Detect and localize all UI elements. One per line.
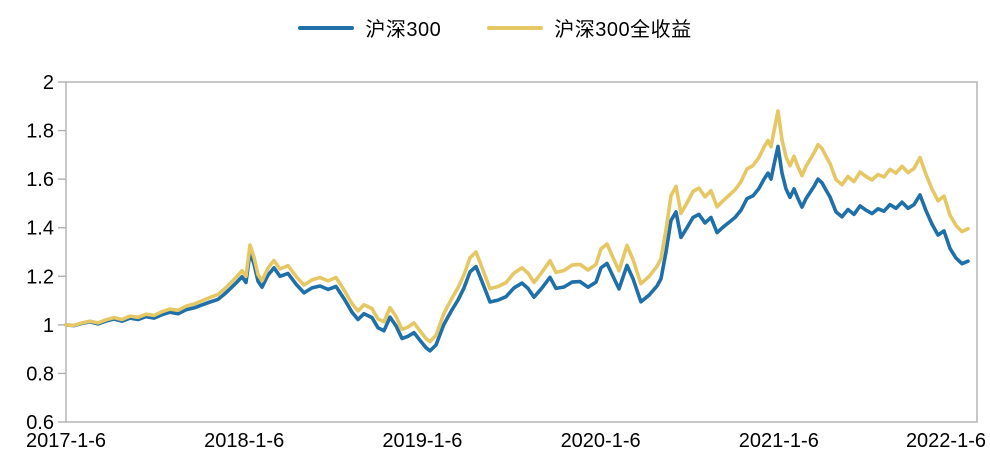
y-axis-tick-label: 1.4 <box>26 218 54 240</box>
y-axis-tick-label: 1.2 <box>26 266 54 288</box>
y-axis-tick-label: 1 <box>43 315 54 337</box>
x-axis-tick-label: 2018-1-6 <box>204 430 284 452</box>
plot-border <box>65 81 978 423</box>
x-axis-tick-label: 2019-1-6 <box>382 430 462 452</box>
series-line <box>64 144 970 353</box>
legend-item-csi300-total-return: 沪深300全收益 <box>487 13 691 42</box>
y-axis-tick-label: 1.6 <box>26 169 54 191</box>
series-line <box>64 109 970 344</box>
y-axis-tick-label: 0.6 <box>26 412 54 434</box>
legend-line-swatch <box>298 25 355 30</box>
legend: 沪深300 沪深300全收益 <box>0 13 990 42</box>
y-axis-tick-label: 0.8 <box>26 363 54 385</box>
y-axis-tick-label: 1.8 <box>26 121 54 143</box>
legend-line-swatch <box>487 25 544 30</box>
legend-item-csi300: 沪深300 <box>298 13 441 42</box>
x-axis-tick-label: 2020-1-6 <box>561 430 641 452</box>
legend-label: 沪深300全收益 <box>554 19 692 41</box>
y-axis-tick-label: 2 <box>43 72 54 94</box>
x-axis-tick-label: 2022-1-6 <box>906 430 986 452</box>
x-axis-tick-label: 2017-1-6 <box>26 430 106 452</box>
x-axis-tick-label: 2021-1-6 <box>739 430 819 452</box>
legend-label: 沪深300 <box>365 19 442 41</box>
